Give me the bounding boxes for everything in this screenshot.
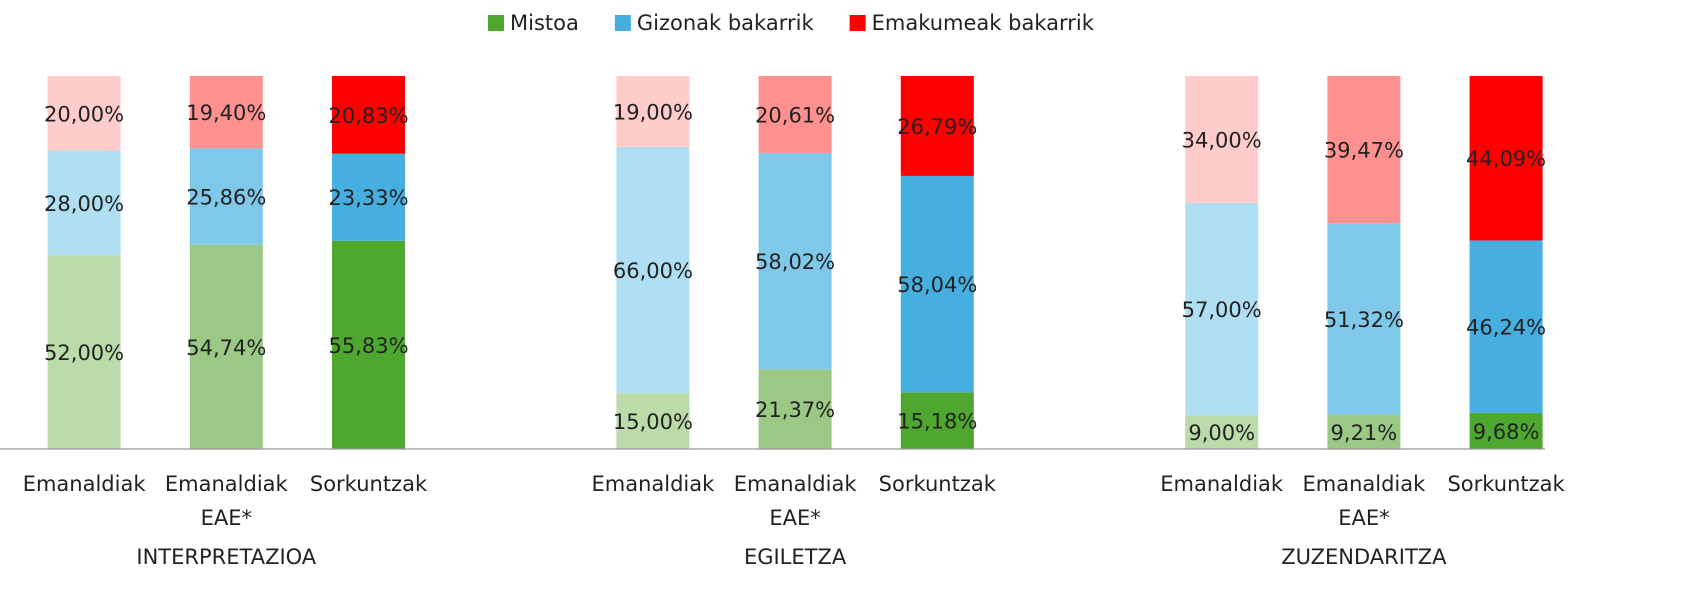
data-label: 44,09% [1466, 147, 1546, 171]
data-label: 58,02% [755, 250, 835, 274]
bar-segment [189, 244, 263, 449]
bar-segment [1327, 414, 1401, 449]
x-tick-label: Emanaldiak EAE* [164, 472, 288, 530]
bar-segment [47, 76, 121, 151]
bar-segment [758, 369, 832, 449]
bar-segment [332, 153, 405, 241]
bar-segment [1327, 76, 1401, 224]
bar-segment [900, 76, 974, 176]
data-label: 20,00% [44, 102, 124, 126]
data-label: 21,37% [755, 398, 835, 422]
bar-segment [616, 146, 690, 394]
bar-segment [332, 240, 405, 449]
data-label: 19,40% [186, 101, 266, 125]
data-label: 9,00% [1188, 421, 1255, 445]
bar-segment [1185, 202, 1259, 416]
x-tick-label: Emanaldiak [1160, 472, 1284, 496]
bar-segment [1327, 223, 1401, 415]
legend-label: Gizonak bakarrik [637, 11, 815, 35]
bar-segment [758, 152, 832, 370]
data-label: 20,61% [755, 103, 835, 127]
x-tick-label: Sorkuntzak [878, 472, 996, 496]
legend-label: Emakumeak bakarrik [872, 11, 1095, 35]
x-tick-label: Emanaldiak [591, 472, 715, 496]
data-label: 57,00% [1182, 298, 1262, 322]
legend-swatch [849, 15, 866, 31]
legend-label: Mistoa [510, 11, 579, 35]
x-tick-label: Emanaldiak [22, 472, 146, 496]
bar-segment [758, 76, 832, 153]
data-label: 55,83% [328, 334, 408, 358]
data-label: 58,04% [897, 273, 977, 297]
data-label: 39,47% [1324, 139, 1404, 163]
bar-segment [1469, 240, 1543, 413]
group-label: INTERPRETAZIOA [136, 545, 317, 569]
bar-segment [1185, 415, 1259, 449]
data-label: 26,79% [897, 115, 977, 139]
legend-swatch [488, 15, 504, 31]
data-label: 19,00% [613, 100, 693, 124]
bar-segment [189, 76, 263, 149]
group-label: ZUZENDARITZA [1281, 545, 1447, 569]
x-tick-label: Sorkuntzak [1447, 472, 1565, 496]
bar-segment [47, 255, 121, 449]
data-label: 15,00% [613, 410, 693, 434]
bar-segment [189, 148, 263, 245]
bar-segment [900, 392, 974, 449]
bar-segment [1185, 76, 1259, 203]
data-label: 66,00% [613, 259, 693, 283]
data-label: 46,24% [1466, 316, 1546, 340]
x-tick-label: Emanaldiak EAE* [733, 472, 857, 530]
legend-swatch [614, 15, 631, 31]
bar-segment [616, 393, 690, 449]
bar-segment [616, 76, 690, 147]
data-label: 9,68% [1473, 420, 1540, 444]
data-label: 25,86% [186, 186, 266, 210]
data-label: 51,32% [1324, 308, 1404, 332]
data-label: 28,00% [44, 192, 124, 216]
data-label: 20,83% [328, 104, 408, 128]
bar-segment [47, 150, 121, 256]
data-label: 15,18% [897, 410, 977, 434]
bar-segment [900, 175, 974, 393]
data-label: 52,00% [44, 341, 124, 365]
x-tick-label: Emanaldiak EAE* [1302, 472, 1426, 530]
data-label: 9,21% [1331, 421, 1398, 445]
bar-segment [332, 76, 405, 154]
data-label: 34,00% [1182, 128, 1262, 152]
bar-segment [1469, 76, 1543, 241]
data-label: 23,33% [328, 186, 408, 210]
data-label: 54,74% [186, 336, 266, 360]
x-tick-label: Sorkuntzak [309, 472, 428, 496]
group-label: EGILETZA [743, 545, 847, 569]
bar-segment [1469, 412, 1543, 449]
